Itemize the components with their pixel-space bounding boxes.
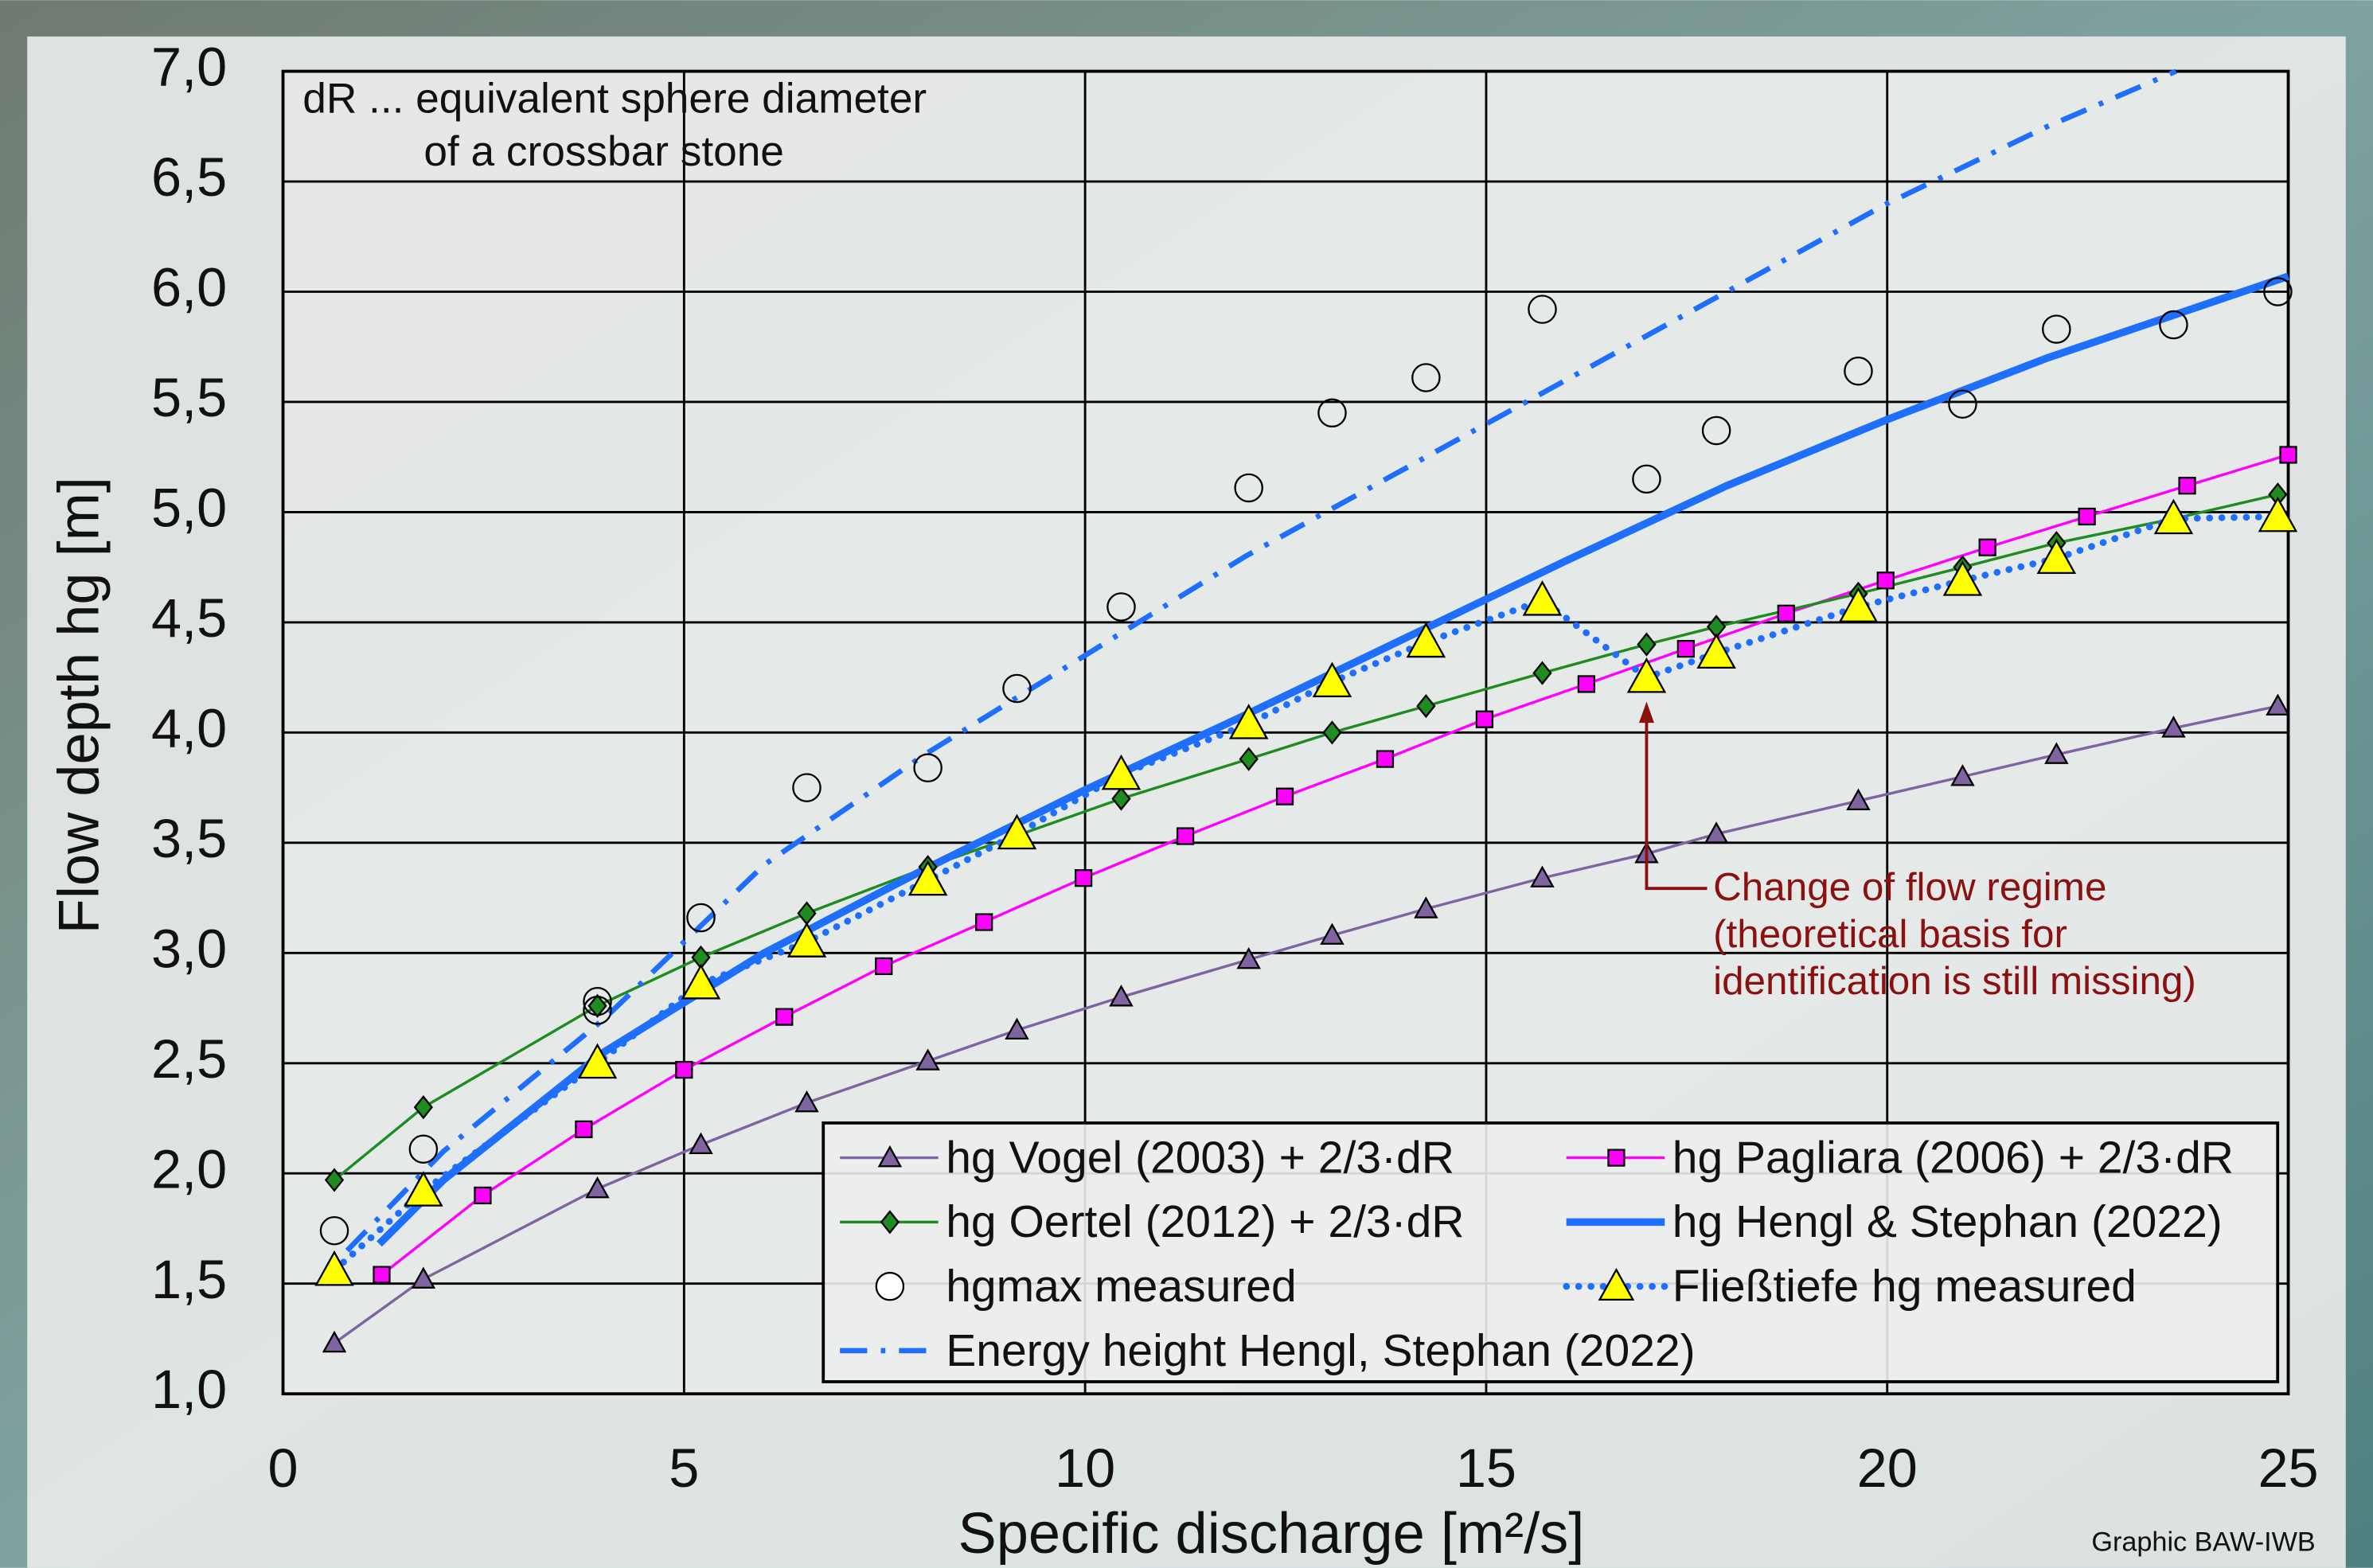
legend-label: hg Hengl & Stephan (2022) — [1672, 1196, 2223, 1247]
marker — [373, 1267, 389, 1283]
y-tick-label: 4,5 — [151, 587, 227, 649]
y-tick-label: 6,5 — [151, 146, 227, 208]
marker — [2180, 478, 2195, 493]
x-tick-label: 15 — [1456, 1437, 1516, 1499]
x-tick-label: 10 — [1055, 1437, 1115, 1499]
marker — [1608, 1150, 1624, 1166]
marker — [1878, 572, 1894, 588]
credit: Graphic BAW-IWB — [2091, 1527, 2315, 1557]
marker — [2160, 311, 2187, 338]
regime-note: identification is still missing) — [1713, 959, 2196, 1003]
marker — [1844, 357, 1871, 384]
y-tick-label: 6,0 — [151, 257, 227, 318]
marker — [1778, 606, 1794, 622]
marker — [676, 1062, 692, 1078]
marker — [876, 1273, 904, 1300]
marker — [1107, 593, 1134, 620]
marker — [1377, 751, 1393, 767]
x-tick-label: 25 — [2258, 1437, 2318, 1499]
x-tick-label: 5 — [669, 1437, 699, 1499]
marker — [2264, 278, 2291, 305]
marker — [1949, 391, 1976, 418]
legend-label: Energy height Hengl, Stephan (2022) — [946, 1325, 1695, 1376]
y-tick-label: 5,5 — [151, 367, 227, 428]
regime-note: (theoretical basis for — [1713, 912, 2067, 956]
legend-label: hg Pagliara (2006) + 2/3·dR — [1672, 1132, 2234, 1183]
marker — [576, 1121, 591, 1137]
marker — [976, 915, 992, 930]
x-axis-label: Specific discharge [m²/s] — [958, 1502, 1585, 1566]
y-tick-label: 3,5 — [151, 808, 227, 869]
marker — [1703, 417, 1730, 444]
marker — [2043, 315, 2070, 342]
marker — [2281, 447, 2297, 462]
marker — [1980, 540, 1996, 556]
marker — [1003, 675, 1030, 702]
y-tick-label: 4,0 — [151, 697, 227, 759]
marker — [793, 774, 820, 801]
marker — [687, 904, 714, 931]
legend-label: hg Oertel (2012) + 2/3·dR — [946, 1196, 1464, 1247]
page: dR ... equivalent sphere diameter of a c… — [0, 0, 2373, 1568]
x-tick-label: 20 — [1857, 1437, 1918, 1499]
y-tick-label: 7,0 — [151, 37, 227, 98]
y-tick-label: 1,0 — [151, 1359, 227, 1420]
annotation: dR ... equivalent sphere diameter — [302, 76, 927, 123]
legend-label: hgmax measured — [946, 1261, 1297, 1312]
marker — [915, 755, 942, 782]
legend-label: Fließtiefe hg measured — [1672, 1261, 2137, 1312]
marker — [1277, 789, 1293, 805]
marker — [1235, 474, 1263, 501]
marker — [1318, 400, 1345, 427]
marker — [1177, 829, 1193, 844]
marker — [583, 997, 611, 1024]
y-tick-label: 5,0 — [151, 478, 227, 539]
marker — [2079, 509, 2095, 525]
y-tick-label: 3,0 — [151, 918, 227, 979]
marker — [1412, 364, 1439, 391]
y-axis-label: Flow depth hg [m] — [48, 477, 111, 934]
marker — [1633, 466, 1660, 493]
y-tick-label: 1,5 — [151, 1249, 227, 1310]
marker — [1477, 712, 1493, 727]
marker — [876, 958, 892, 974]
annotation: of a crossbar stone — [423, 128, 784, 175]
marker — [1075, 870, 1091, 886]
marker — [776, 1009, 792, 1025]
legend-label: hg Vogel (2003) + 2/3·dR — [946, 1132, 1454, 1183]
chart: dR ... equivalent sphere diameter of a c… — [0, 0, 2373, 1568]
regime-note: Change of flow regime — [1713, 865, 2106, 909]
y-tick-label: 2,5 — [151, 1028, 227, 1090]
marker — [410, 1136, 437, 1163]
marker — [321, 1217, 348, 1244]
marker — [1579, 676, 1594, 692]
x-tick-label: 0 — [267, 1437, 298, 1499]
marker — [474, 1188, 490, 1203]
legend: hg Vogel (2003) + 2/3·dR hg Pagliara (200… — [823, 1123, 2277, 1382]
marker — [1528, 296, 1555, 323]
marker — [1678, 641, 1694, 657]
y-tick-label: 2,0 — [151, 1138, 227, 1199]
